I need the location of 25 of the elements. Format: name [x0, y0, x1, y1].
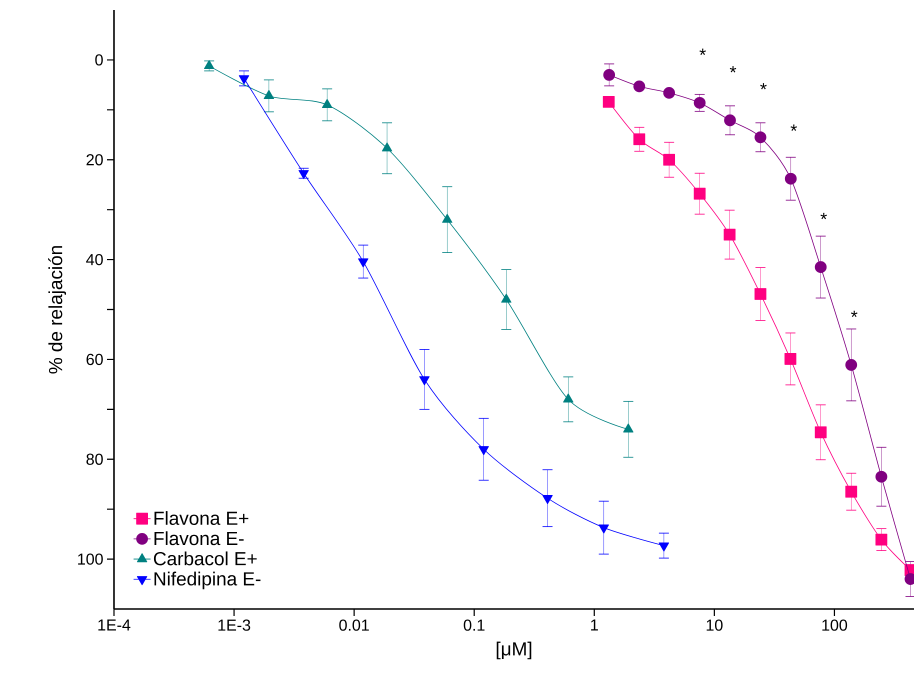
y-tick-label: 60: [86, 354, 103, 366]
annotation: *: [851, 310, 858, 318]
legend-label: Carbacol E+: [154, 551, 257, 566]
y-tick-label: 80: [86, 454, 103, 465]
x-axis-title: [μM]: [496, 642, 532, 660]
annotation: *: [730, 66, 736, 72]
x-tick-label: 0.01: [339, 620, 369, 631]
y-tick-label: 20: [86, 154, 103, 166]
annotation: *: [790, 124, 797, 131]
legend-label: Nifedipina E-: [154, 572, 260, 590]
x-tick-label: 1E-3: [218, 620, 250, 631]
x-tick-label: 0.1: [464, 620, 485, 631]
x-tick-label: 1: [591, 620, 598, 630]
y-tick-label: 40: [86, 254, 103, 266]
annotation: *: [760, 83, 767, 90]
y-tick-label: 100: [78, 553, 103, 565]
x-tick-label: 1E-4: [98, 620, 130, 630]
annotation: *: [820, 212, 827, 220]
y-tick-label: 0: [95, 54, 103, 66]
legend-label: Flavona E-: [154, 531, 244, 546]
x-tick-label: 100: [822, 620, 848, 631]
y-axis-title: % de relajación: [48, 246, 66, 374]
annotation: *: [699, 48, 706, 55]
legend-label: Flavona E+: [154, 511, 248, 525]
x-tick-label: 10: [706, 620, 723, 631]
